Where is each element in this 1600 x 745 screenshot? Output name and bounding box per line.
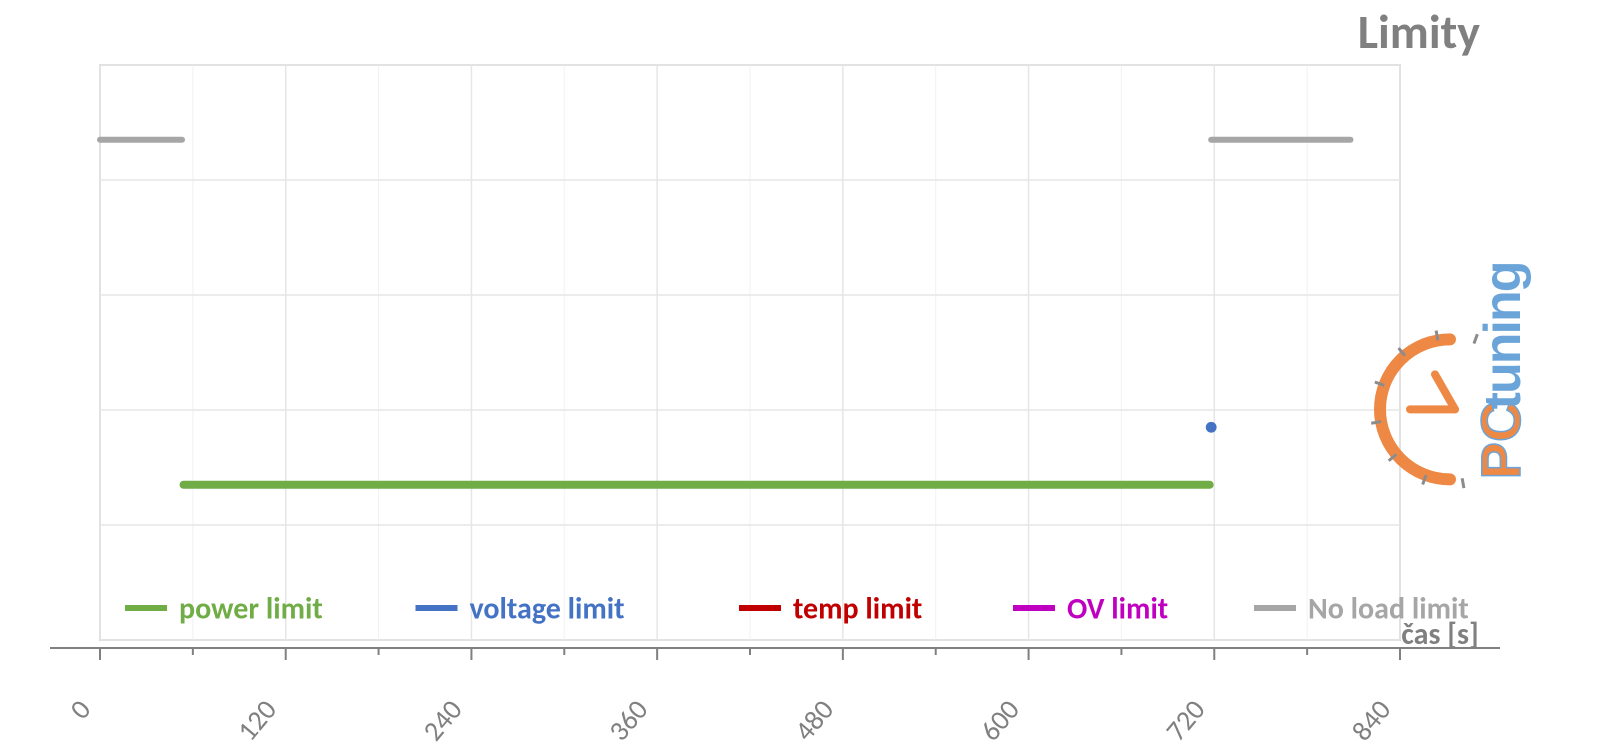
watermark-tuning: tuning: [1474, 263, 1532, 410]
legend-label: power limit: [179, 591, 323, 628]
chart-container: Limity power limit voltage limit temp limit…: [0, 0, 1600, 745]
chart-bg: [0, 0, 1600, 745]
legend-label: voltage limit: [470, 591, 625, 628]
series-point: [1206, 422, 1217, 433]
legend-label: temp limit: [793, 591, 922, 628]
chart-title: Limity: [1358, 2, 1481, 61]
x-axis-label: čas [s]: [1401, 616, 1478, 653]
chart-svg: Limity power limit voltage limit temp limit…: [0, 0, 1600, 745]
watermark-pc: PC: [1469, 402, 1532, 480]
legend-label: OV limit: [1067, 591, 1168, 628]
